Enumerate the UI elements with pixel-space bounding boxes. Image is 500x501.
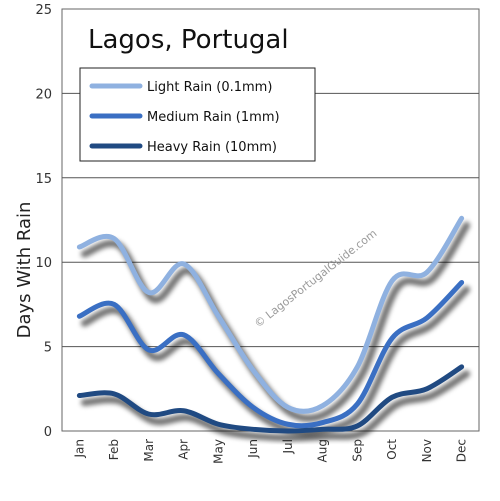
y-tick-label: 0	[44, 425, 52, 440]
x-tick-label: Jun	[246, 439, 260, 459]
x-tick-label: Aug	[316, 439, 330, 462]
x-tick-label: Apr	[177, 439, 191, 460]
legend-label: Medium Rain (1mm)	[147, 110, 280, 125]
y-tick-label: 5	[44, 341, 52, 356]
y-tick-label: 15	[35, 172, 52, 187]
y-tick-label: 25	[35, 3, 52, 18]
y-tick-label: 20	[35, 87, 52, 102]
x-tick-label: Jan	[72, 439, 86, 459]
x-tick-label: Nov	[420, 439, 434, 462]
x-tick-label: Jul	[281, 439, 295, 454]
x-tick-label: Feb	[107, 439, 121, 460]
series-line-2	[76, 364, 465, 434]
series-shadow	[80, 370, 471, 442]
title-box: Lagos, Portugal	[79, 14, 293, 66]
x-axis-ticks: Jan Feb Mar Apr May Jun Jul Aug Sep Oct Nov Dec	[72, 439, 468, 464]
series-line-1	[76, 279, 465, 429]
x-tick-label: Dec	[455, 439, 469, 462]
legend-label: Heavy Rain (10mm)	[147, 140, 277, 155]
legend: Light Rain (0.1mm) Medium Rain (1mm) Heavy…	[79, 67, 316, 162]
series-line-0	[76, 215, 465, 414]
x-tick-label: Sep	[350, 439, 364, 462]
y-tick-label: 10	[35, 256, 52, 271]
series-lines	[76, 215, 465, 434]
x-tick-label: Mar	[142, 439, 156, 462]
chart-title: Lagos, Portugal	[88, 25, 289, 55]
x-tick-label: May	[211, 439, 225, 464]
x-tick-label: Oct	[385, 439, 399, 460]
y-axis-label: Days With Rain	[14, 202, 35, 339]
legend-label: Light Rain (0.1mm)	[147, 80, 272, 95]
series-shadow	[80, 285, 471, 437]
y-axis-ticks: 0 5 10 15 20 25	[35, 3, 52, 440]
